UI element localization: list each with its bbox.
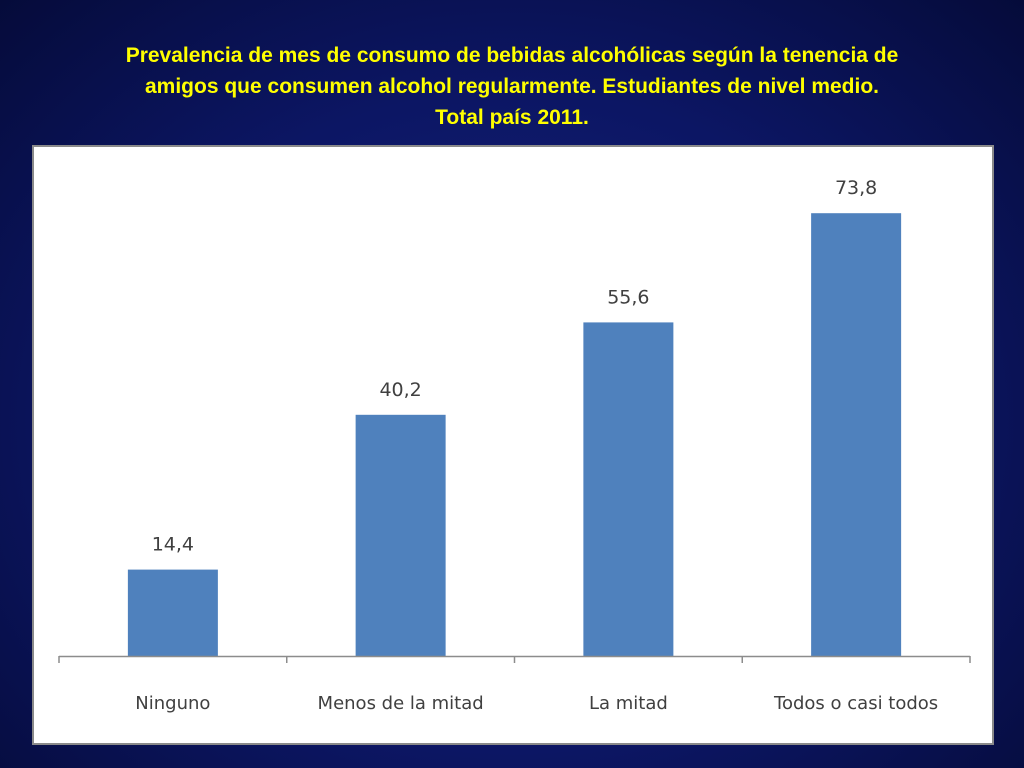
data-label-3: 55,6 [607, 286, 649, 308]
title-line-2: amigos que consumen alcohol regularmente… [144, 75, 879, 98]
x-tick-label-2: Menos de la mitad [318, 693, 484, 714]
x-tick-label-4: Todos o casi todos [773, 693, 938, 714]
bar-2 [355, 414, 446, 656]
bar-3 [583, 322, 674, 656]
chart-frame: 14,4 Ninguno 40,2 Menos de la mitad 55,6 La m… [32, 145, 994, 745]
x-tick-label-3: La mitad [589, 693, 668, 714]
data-label-1: 14,4 [152, 534, 194, 556]
data-label-4: 73,8 [835, 177, 877, 199]
title-line-3: Total país 2011. [435, 106, 589, 129]
bar-4 [811, 213, 902, 656]
bar-1 [127, 569, 218, 656]
slide-title: Prevalencia de mes de consumo de bebidas… [20, 40, 1004, 133]
x-tick-label-1: Ninguno [135, 693, 210, 714]
bar-chart: 14,4 Ninguno 40,2 Menos de la mitad 55,6 La m… [58, 177, 971, 714]
data-label-2: 40,2 [379, 379, 421, 401]
title-line-1: Prevalencia de mes de consumo de bebidas… [125, 44, 899, 67]
